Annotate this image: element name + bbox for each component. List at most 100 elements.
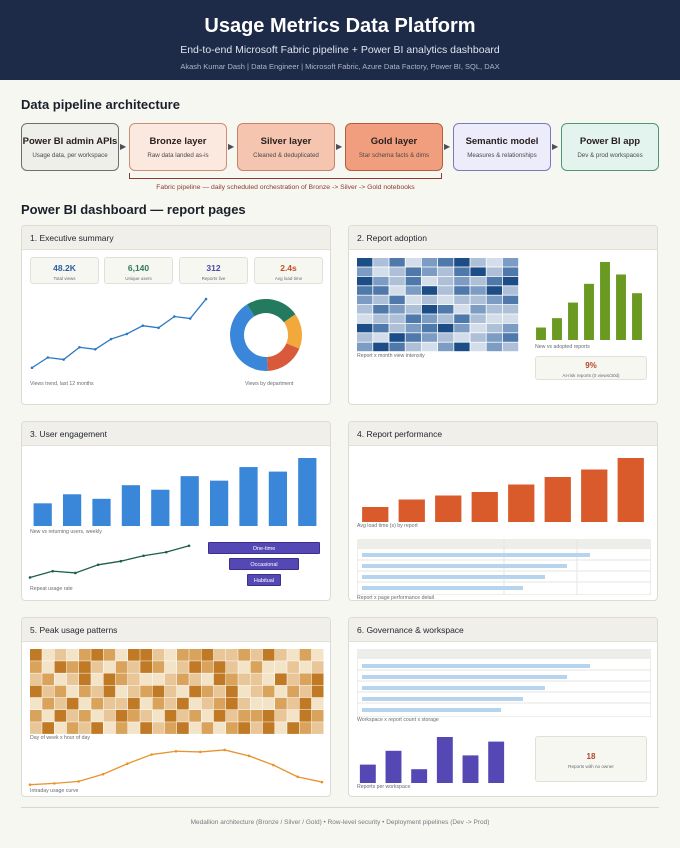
kpi-value: 6,140 (127, 263, 150, 273)
heatmap-cell (373, 258, 389, 267)
panel-header: 5. Peak usage patterns (22, 618, 330, 642)
chart-point (247, 754, 251, 758)
heatmap-cell (486, 342, 502, 352)
heatmap-cell (373, 333, 389, 342)
heatmap-cell (275, 697, 287, 710)
heatmap-cell (30, 697, 42, 710)
heatmap-cell (262, 673, 275, 686)
chart-point (164, 550, 168, 554)
heatmap-cell (454, 267, 470, 276)
new-vs-returning-bar-chart (33, 458, 317, 526)
panel-title: 6. Governance & workspace (357, 625, 464, 635)
chart-bar (180, 476, 199, 526)
heatmap-cell (213, 661, 226, 673)
heatmap-cell (42, 661, 54, 673)
heatmap-cell (140, 722, 152, 734)
chart-point (142, 554, 145, 558)
heatmap-cell (238, 661, 250, 673)
heatmap-cell (454, 323, 470, 333)
heatmap-cell (373, 305, 389, 314)
heatmap-cell (438, 333, 454, 342)
heatmap-cell (128, 722, 140, 734)
heatmap-cell (299, 697, 312, 710)
panel-title: 4. Report performance (357, 429, 443, 439)
heatmap-cell (30, 661, 42, 673)
stage-silver: Silver layer Cleaned & deduplicated (237, 123, 335, 171)
heatmap-cell (373, 323, 389, 333)
kpi-value: 312 (206, 263, 221, 273)
heatmap-cell (421, 342, 438, 352)
heatmap-cell (140, 649, 152, 661)
panel-header: 6. Governance & workspace (349, 618, 657, 642)
heatmap-cell (287, 649, 299, 661)
chart-point (141, 324, 145, 328)
heatmap-cell (470, 342, 486, 352)
heatmap-cell (299, 722, 312, 734)
heatmap-cell (115, 697, 128, 710)
heatmap-cell (405, 323, 421, 333)
heatmap-cell (486, 258, 502, 267)
heatmap-cell (152, 661, 165, 673)
heatmap-cell (152, 673, 165, 686)
chart-point (93, 348, 97, 351)
heatmap-cell (42, 710, 54, 722)
stage-desc: Dev & prod workspaces (577, 152, 643, 159)
heatmap-cell (128, 661, 140, 673)
heatmap-cell (373, 295, 389, 305)
heatmap-cell (486, 305, 502, 314)
heatmap-cell (421, 323, 438, 333)
stage-desc: Usage data, per workspace (32, 152, 108, 159)
reports-per-workspace-bar-chart (359, 737, 505, 783)
chart-point (53, 782, 56, 785)
repeat-usage-line-chart (28, 544, 191, 579)
stage-desc: Raw data landed as-is (147, 152, 209, 159)
heatmap-cell (115, 685, 128, 698)
heatmap-cell (91, 673, 103, 686)
chart-point (223, 748, 226, 752)
heatmap-cell (66, 673, 79, 686)
chart-point (74, 571, 77, 575)
chart-bar (508, 484, 535, 522)
orchestration-brace (129, 173, 442, 179)
chart-bar (617, 458, 644, 522)
heatmap-cell (275, 673, 287, 686)
heatmap-cell (405, 333, 421, 342)
heatmap-cell (177, 722, 189, 734)
arrow-icon: ▶ (552, 142, 559, 151)
panel-title: 1. Executive summary (30, 233, 114, 243)
chart-bar (385, 750, 402, 783)
unowned-reports-stat: 18 Reports with no owner (535, 736, 647, 782)
chart-point (78, 345, 81, 349)
heatmap-cell (438, 295, 454, 305)
chart-point (77, 780, 80, 783)
donut-slice (283, 314, 302, 349)
heatmap-cell (311, 697, 324, 710)
heatmap-cell (250, 685, 263, 698)
heatmap-cell (79, 685, 91, 698)
chart-point (188, 317, 192, 320)
heatmap-cell (226, 697, 238, 710)
heatmap-cell (421, 305, 438, 314)
heatmap-cell (287, 722, 299, 734)
heatmap-cell (405, 342, 421, 352)
heatmap-cell (115, 710, 128, 722)
heatmap-cell (213, 685, 226, 698)
chart-bar (584, 283, 594, 340)
heatmap-cell (421, 333, 438, 342)
heatmap-cell (177, 710, 189, 722)
heatmap-cell (201, 649, 214, 661)
chart-point (150, 753, 153, 756)
heatmap-cell (189, 697, 201, 710)
heatmap-cell (213, 649, 226, 661)
chart-point (173, 315, 176, 318)
chart-point (272, 763, 275, 767)
heatmap-cell (287, 710, 299, 722)
heatmap-cell (152, 649, 165, 661)
new-vs-adopted-bar-chart (536, 262, 642, 340)
heatmap-cell (357, 305, 373, 314)
at-risk-reports-stat: 9% At-risk reports (0 views/30d) (535, 356, 647, 380)
chart-caption: New vs returning users, weekly (30, 529, 102, 535)
heatmap-cell (189, 649, 201, 661)
heatmap-cell (177, 649, 189, 661)
heatmap-cell (438, 286, 454, 295)
